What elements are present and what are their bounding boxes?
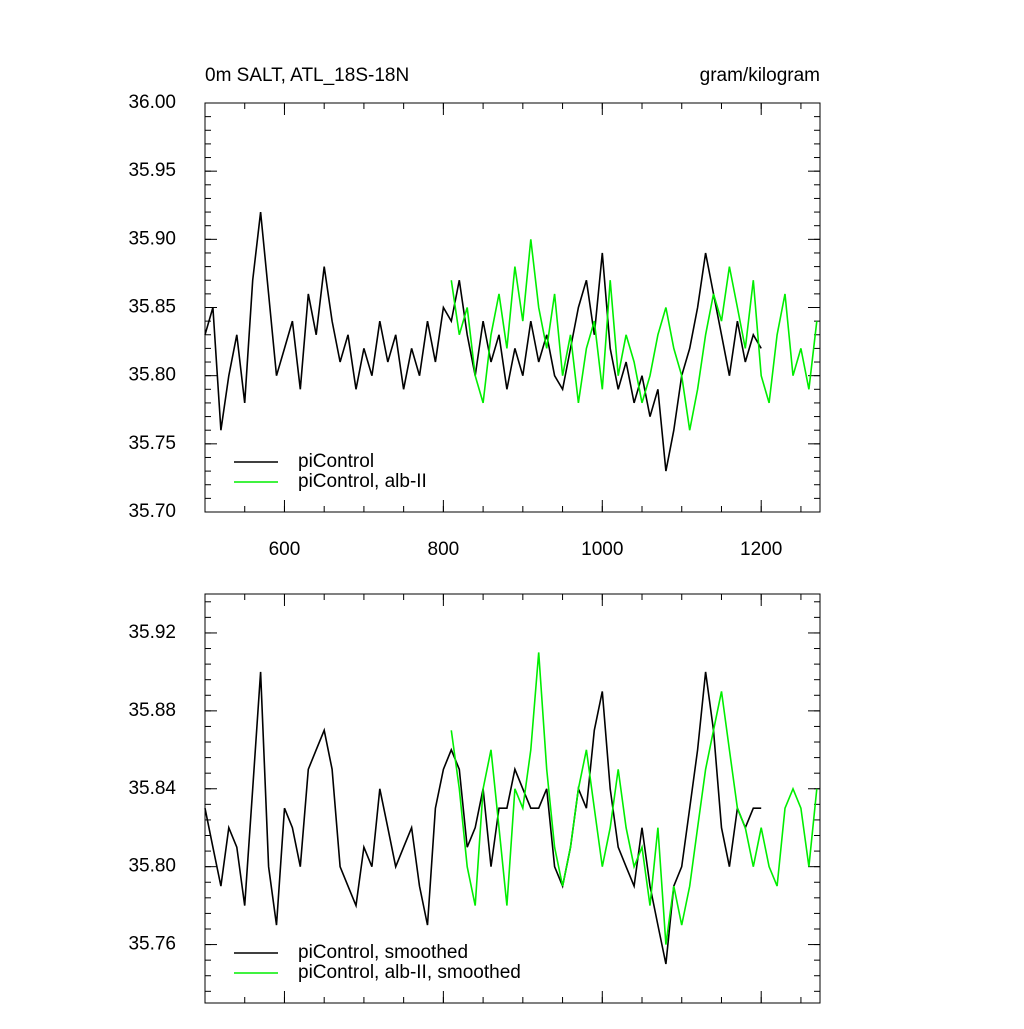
y-tick-label: 35.85 bbox=[128, 297, 176, 318]
y-tick-label: 35.70 bbox=[128, 501, 176, 522]
x-tick-label: 800 bbox=[428, 539, 460, 560]
y-tick-label: 35.75 bbox=[128, 433, 176, 454]
y-tick-label: 35.76 bbox=[128, 934, 176, 955]
x-tick-label: 1200 bbox=[740, 539, 782, 560]
chart-title: 0m SALT, ATL_18S-18N bbox=[205, 65, 409, 86]
series-line bbox=[450, 239, 818, 431]
plot-frame bbox=[204, 593, 821, 1004]
y-tick-label: 35.88 bbox=[128, 700, 176, 721]
y-tick-label: 35.80 bbox=[128, 365, 176, 386]
series-line bbox=[204, 671, 762, 965]
series-line bbox=[450, 652, 818, 945]
y-tick-label: 35.92 bbox=[128, 622, 176, 643]
legend-label: piControl bbox=[298, 451, 374, 472]
y-tick-label: 35.95 bbox=[128, 160, 176, 181]
y-tick-label: 36.00 bbox=[128, 92, 176, 113]
x-tick-label: 600 bbox=[269, 539, 301, 560]
legend-label: piControl, alb-II, smoothed bbox=[298, 962, 521, 983]
units-label: gram/kilogram bbox=[700, 65, 820, 86]
y-tick-label: 35.90 bbox=[128, 228, 176, 249]
y-tick-label: 35.80 bbox=[128, 856, 176, 877]
series-line bbox=[204, 212, 762, 472]
legend-label: piControl, alb-II bbox=[298, 471, 427, 492]
y-tick-label: 35.84 bbox=[128, 778, 176, 799]
legend-label: piControl, smoothed bbox=[298, 942, 468, 963]
x-tick-label: 1000 bbox=[581, 539, 623, 560]
